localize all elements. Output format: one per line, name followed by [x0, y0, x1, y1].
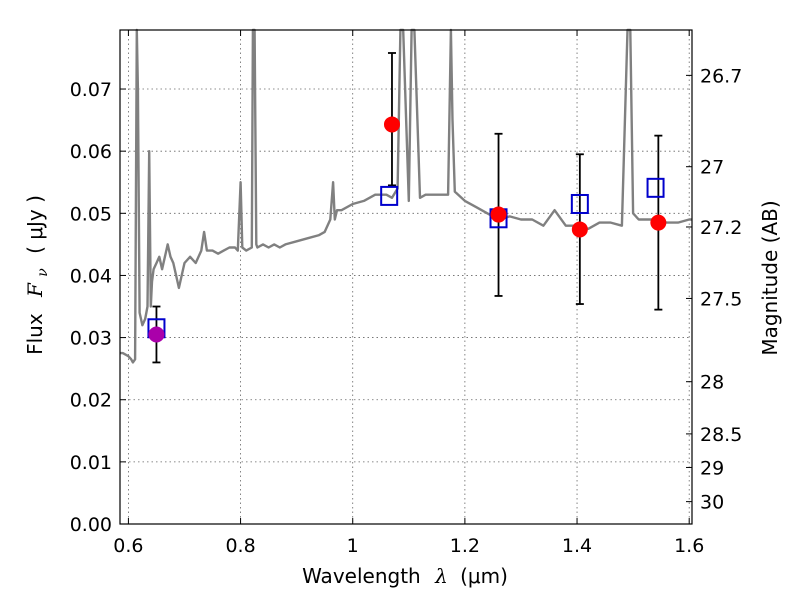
y-tick-label: 0.04 — [70, 265, 112, 287]
observed-flux-point — [148, 326, 165, 343]
y2-tick-label: 27.5 — [700, 288, 742, 310]
y2-tick-label: 29 — [700, 457, 724, 479]
axis-ticks: 0.6 0.8 1 1.2 1.4 1.6 0.00 0.01 0.02 0.03 0.04 0.05… — [70, 30, 742, 557]
y-axis-unit: ( μJy ) — [23, 195, 47, 254]
x-tick-label: 1.2 — [450, 535, 480, 557]
x-tick-label: 1.4 — [562, 535, 592, 557]
observed-flux-point — [490, 206, 507, 223]
x-axis-label: Wavelength — [302, 564, 421, 588]
observed-flux-points — [148, 116, 667, 343]
y-axis-title: Flux F ν ( μJy ) — [23, 195, 52, 355]
x-tick-label: 0.8 — [225, 535, 255, 557]
observed-flux-point — [650, 214, 667, 231]
y2-tick-label: 28.5 — [700, 424, 742, 446]
y2-tick-label: 28 — [700, 372, 724, 394]
x-axis-title: Wavelength λ (μm) — [302, 564, 508, 588]
model-photometry-squares — [147, 177, 665, 339]
y-tick-label: 0.06 — [70, 141, 112, 163]
x-axis-symbol: λ — [434, 564, 448, 588]
x-axis-unit: (μm) — [460, 564, 508, 588]
y-tick-label: 0.07 — [70, 79, 112, 101]
y2-tick-label: 26.7 — [700, 65, 742, 87]
y-axis-label: Flux — [23, 313, 47, 355]
x-tick-label: 0.6 — [113, 535, 143, 557]
y2-axis-title: Magnitude (AB) — [758, 200, 782, 355]
y2-tick-label: 27 — [700, 157, 724, 179]
y-tick-label: 0.05 — [70, 203, 112, 225]
y-tick-label: 0.03 — [70, 328, 112, 350]
x-tick-label: 1 — [347, 535, 359, 557]
spectrum-layer — [120, 28, 692, 364]
model-photometry-point — [380, 185, 399, 206]
plot-frame — [119, 29, 693, 525]
observed-flux-point — [383, 116, 400, 133]
spectrum-line — [120, 28, 692, 364]
y-axis-subscript: ν — [35, 268, 51, 277]
y2-tick-label: 30 — [700, 492, 724, 514]
y2-tick-label: 27.2 — [700, 217, 742, 239]
y-tick-label: 0.00 — [70, 514, 112, 536]
error-bars — [152, 52, 663, 364]
x-tick-label: 1.6 — [674, 535, 704, 557]
model-photometry-point — [570, 193, 589, 214]
y-tick-label: 0.02 — [70, 390, 112, 412]
observed-flux-point — [571, 221, 588, 238]
model-photometry-point — [646, 177, 665, 198]
y-tick-label: 0.01 — [70, 452, 112, 474]
y-axis-symbol: F — [23, 282, 47, 298]
